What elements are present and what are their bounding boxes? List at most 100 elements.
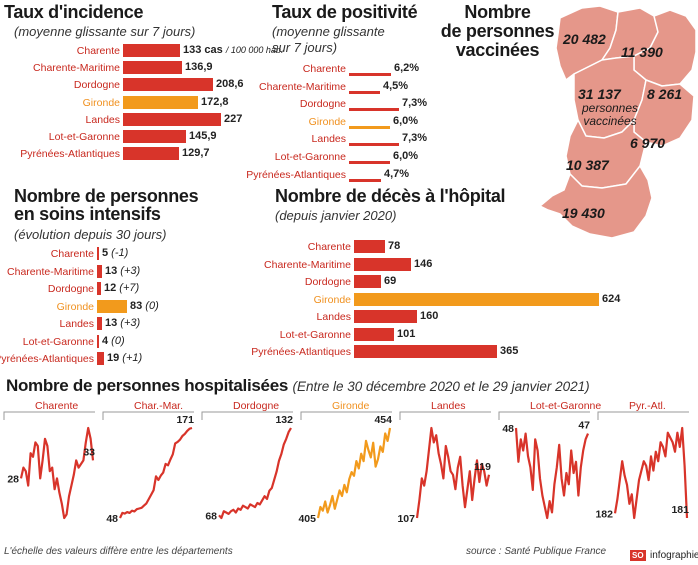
hosp-panel-charente: Charente 28 33	[3, 400, 95, 520]
soins-value-gironde: 83 (0)	[130, 299, 159, 312]
hosp-start-label-landes: 107	[397, 513, 415, 525]
hosp-panel-title-pyr-atl-: Pyr.-Atl.	[629, 400, 666, 412]
positivite-title: Taux de positivité	[272, 2, 418, 22]
positivite-value-gironde: 6,0%	[393, 114, 419, 127]
soins-value-charente-maritime: 13 (+3)	[105, 264, 141, 277]
positivite-value-lot-et-garonne: 6,0%	[393, 150, 419, 162]
positivite-bar-charente	[349, 73, 391, 76]
hosp-panel-title-lot-et-garonne: Lot-et-Garonne	[530, 400, 601, 412]
hosp-end-label-charente: 33	[83, 446, 95, 458]
deces-title: Nombre de décès à l'hôpital	[275, 186, 506, 206]
footer-source: source : Santé Publique France	[466, 546, 607, 557]
brand-logo: SO	[630, 550, 646, 561]
deces-value-pyrenees-atlantiques: 365	[500, 345, 519, 357]
incidence-bar-charente-maritime	[123, 61, 182, 75]
incidence-label-gironde: Gironde	[82, 96, 120, 109]
hosp-header: Nombre de personnes hospitalisées (Entre…	[6, 376, 590, 396]
incidence-bar-pyrenees-atlantiques	[123, 147, 179, 161]
soins-value-dordogne: 12 (+7)	[104, 282, 140, 294]
incidence-bar-lot-et-garonne	[123, 130, 186, 143]
soins-title-2: en soins intensifs	[14, 204, 161, 224]
deces-label-gironde: Gironde	[313, 293, 351, 306]
hosp-line-landes	[415, 426, 491, 519]
soins-label-lot-et-garonne: Lot-et-Garonne	[22, 335, 94, 348]
positivite-bar-dordogne	[349, 108, 399, 112]
hosp-panel-title-landes: Landes	[431, 400, 465, 412]
hosp-line-charente	[19, 426, 95, 520]
hosp-start-label-pyr-atl-: 182	[595, 508, 613, 520]
vacc-center-caption: personnes vaccinées	[570, 102, 650, 128]
incidence-value-charente: 133 cas / 100 000 hab.	[183, 44, 284, 56]
incidence-label-lot-et-garonne: Lot-et-Garonne	[48, 131, 120, 143]
soins-label-landes: Landes	[59, 318, 94, 330]
vacc-value-lot-et-garonne: 6 970	[630, 135, 666, 151]
positivite-label-charente-maritime: Charente-Maritime	[259, 80, 346, 93]
hosp-end-label-landes: 119	[474, 461, 491, 473]
deces-subtitle: (depuis janvier 2020)	[275, 208, 397, 223]
deces-label-lot-et-garonne: Lot-et-Garonne	[279, 328, 351, 341]
incidence-label-pyrenees-atlantiques: Pyrénées-Atlantiques	[20, 148, 120, 161]
deces-bar-charente-maritime	[354, 257, 411, 271]
brand: SO infographie	[630, 545, 698, 563]
positivite-bar-pyrenees-atlantiques	[349, 178, 381, 182]
hosp-line-char-mar-	[119, 426, 193, 519]
hosp-bracket-charente	[3, 411, 95, 420]
incidence-bar-landes	[123, 112, 221, 126]
vacc-center-caption-1: personnes	[581, 101, 639, 115]
positivite-bar-charente-maritime	[349, 90, 380, 94]
hosp-end-label-gironde: 454	[374, 414, 392, 426]
hosp-line-gironde	[316, 427, 392, 519]
hosp-bracket-char-mar-	[102, 411, 194, 420]
incidence-value-lot-et-garonne: 145,9	[189, 130, 217, 142]
incidence-value-landes: 227	[224, 112, 243, 125]
hosp-bracket-pyr-atl-	[597, 411, 689, 420]
soins-label-gironde: Gironde	[56, 300, 94, 313]
hosp-end-label-char-mar-: 171	[176, 414, 194, 426]
soins-subtitle: (évolution depuis 30 jours)	[14, 227, 167, 242]
deces-value-gironde: 624	[602, 292, 621, 305]
hosp-subtitle: (Entre le 30 décembre 2020 et le 29 janv…	[292, 379, 590, 394]
hosp-start-label-charente: 28	[7, 473, 19, 485]
hosp-panel-title-char-mar-: Char.-Mar.	[134, 400, 183, 412]
vaccines-title-line-2: de personnes	[440, 21, 555, 41]
soins-bar-charente	[97, 247, 99, 260]
incidence-label-dordogne: Dordogne	[73, 79, 120, 92]
hosp-end-label-dordogne: 132	[275, 414, 293, 426]
vacc-value-gironde: 31 137	[578, 86, 621, 102]
incidence-value-gironde: 172,8	[201, 95, 229, 108]
hosp-end-label-pyr-atl-: 181	[671, 504, 689, 516]
soins-label-charente: Charente	[50, 248, 94, 260]
soins-bar-charente-maritime	[97, 264, 102, 278]
hosp-panel-landes: Landes 107 119	[397, 400, 491, 525]
positivite-bar-landes	[349, 143, 399, 147]
hosp-panel-gironde: Gironde 405 454	[298, 400, 392, 525]
positivite-subtitle-1: (moyenne glissante	[272, 24, 385, 39]
vacc-value-dordogne: 8 261	[647, 86, 683, 102]
soins-label-pyrenees-atlantiques: Pyrénées-Atlantiques	[0, 353, 94, 365]
soins-value-lot-et-garonne: 4 (0)	[102, 334, 125, 347]
vacc-value-pyrenees-atlantiques: 19 430	[562, 205, 605, 221]
hosp-bracket-dordogne	[201, 411, 293, 420]
hosp-start-label-dordogne: 68	[205, 510, 217, 522]
deces-value-dordogne: 69	[384, 275, 397, 287]
hosp-small-multiples: Charente 28 33 Char.-Mar. 48 171 Dordogne 68 132…	[3, 400, 689, 525]
deces-label-landes: Landes	[316, 311, 351, 323]
positivite-label-dordogne: Dordogne	[299, 98, 346, 111]
incidence-value-dordogne: 208,6	[216, 78, 244, 91]
soins-label-charente-maritime: Charente-Maritime	[7, 265, 94, 278]
vaccines-title: Nombre de personnes vaccinées	[440, 3, 555, 60]
hosp-end-label-lot-et-garonne: 47	[578, 420, 590, 432]
hosp-panel-title-charente: Charente	[35, 400, 78, 412]
deces-bar-lot-et-garonne	[354, 327, 394, 341]
vaccines-title-line-1: Nombre	[464, 2, 531, 22]
positivite-value-charente-maritime: 4,5%	[383, 79, 409, 92]
soins-bar-dordogne	[97, 282, 101, 295]
deces-bar-charente	[354, 240, 385, 253]
positivite-label-gironde: Gironde	[308, 115, 346, 128]
incidence-subtitle: (moyenne glissante sur 7 jours)	[14, 24, 196, 39]
incidence-value-pyrenees-atlantiques: 129,7	[182, 147, 210, 160]
soins-value-landes: 13 (+3)	[105, 317, 141, 329]
brand-name: infographie	[650, 550, 698, 561]
soins-bar-landes	[97, 317, 102, 330]
positivite-label-charente: Charente	[302, 63, 346, 75]
